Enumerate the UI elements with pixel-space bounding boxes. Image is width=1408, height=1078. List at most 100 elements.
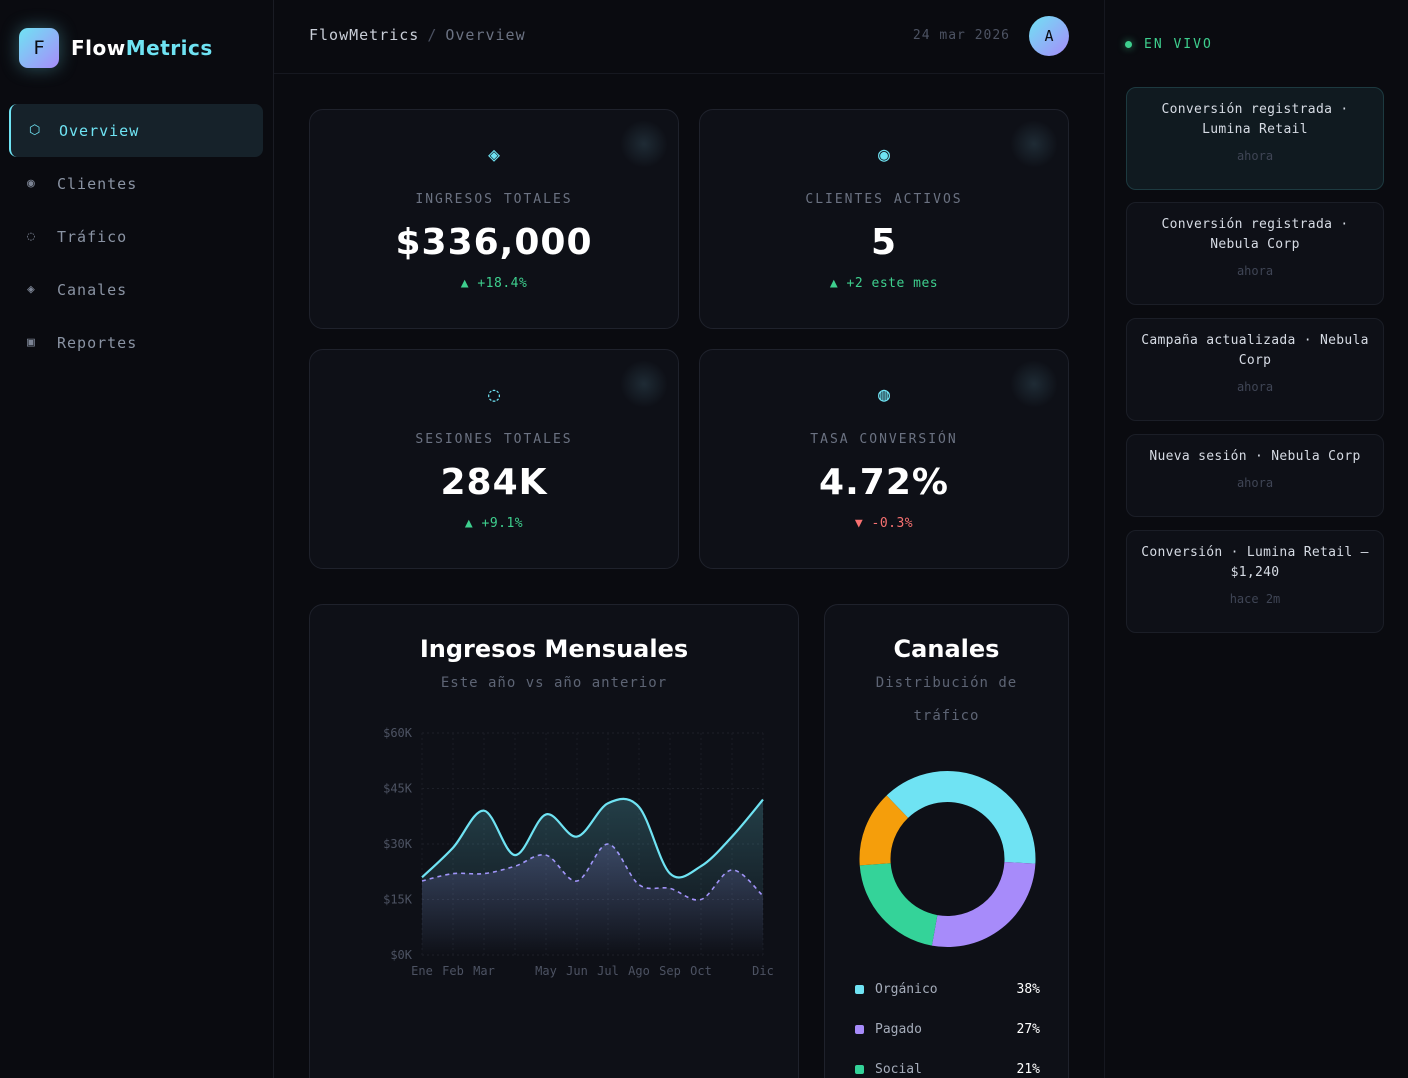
y-tick-label: $30K [383, 837, 413, 851]
logo-badge: F [19, 28, 59, 68]
x-tick-label: Mar [473, 964, 495, 978]
live-title: EN VIVO [1144, 37, 1213, 52]
donut-slice-otro [859, 795, 909, 866]
dotted-circle-icon: ◌ [487, 382, 501, 406]
event-time: ahora [1236, 149, 1274, 163]
breadcrumb-separator: / [427, 26, 438, 44]
x-tick-label: Oct [690, 964, 712, 978]
chart-subtitle: Distribución de tráfico [875, 675, 1018, 724]
kpi-label: CLIENTES ACTIVOS [805, 192, 963, 207]
revenue-chart-card: Ingresos Mensuales Este año vs año anter… [309, 604, 799, 1078]
target-icon: ◉ [877, 142, 891, 166]
legend-value: 27% [1016, 1022, 1040, 1037]
sidebar-item-label: Clientes [57, 174, 138, 193]
legend-swatch [855, 1065, 864, 1074]
user-avatar[interactable]: A [1029, 16, 1069, 56]
x-tick-label: Ago [628, 964, 650, 978]
revenue-area-chart[interactable]: $0K $15K $30K $45K $60K Ene Feb Mar May Jun Jul Ago… [310, 605, 799, 1078]
kpi-label: SESIONES TOTALES [415, 432, 573, 447]
legend-item-pagado: Pagado 27% [855, 1022, 1040, 1037]
x-tick-label: May [535, 964, 557, 978]
breadcrumb: FlowMetrics / Overview [309, 26, 526, 44]
event-time: ahora [1236, 380, 1274, 394]
breadcrumb-current: Overview [445, 26, 526, 44]
square-icon: ▣ [27, 335, 36, 350]
kpi-delta: ▲ +2 este mes [829, 276, 939, 291]
donut-slice-pagado [931, 862, 1036, 947]
feed-event[interactable]: Campaña actualizada · Nebula Corp ahora [1126, 318, 1384, 421]
kpi-card-conversion: ◍ TASA CONVERSIÓN 4.72% ▼ -0.3% [699, 349, 1069, 569]
y-tick-label: $60K [383, 726, 413, 740]
sidebar-item-clientes[interactable]: ◉ Clientes [9, 157, 263, 210]
channels-chart-card: Canales Distribución de tráfico Orgánico… [824, 604, 1069, 1078]
app-logo[interactable]: F FlowMetrics [19, 28, 213, 68]
event-time: ahora [1236, 476, 1274, 490]
chart-title: Ingresos Mensuales [419, 635, 689, 663]
x-tick-label: Jul [597, 964, 619, 978]
chart-title: Canales [893, 635, 1000, 663]
donut-slice-orgánico [886, 771, 1036, 864]
app-name: FlowMetrics [71, 36, 213, 60]
sidebar-item-canales[interactable]: ◈ Canales [9, 263, 263, 316]
x-tick-label: Jun [566, 964, 588, 978]
live-dot-icon [1125, 41, 1132, 48]
kpi-value: $336,000 [395, 222, 593, 263]
hexagon-icon: ⬡ [29, 123, 42, 138]
kpi-delta: ▲ +9.1% [464, 516, 524, 531]
event-text: Campaña actualizada · Nebula Corp [1141, 333, 1369, 368]
event-text: Conversión registrada · Lumina Retail [1161, 102, 1349, 137]
kpi-value: 4.72% [819, 462, 949, 503]
live-feed-panel: EN VIVO Conversión registrada · Lumina R… [1104, 0, 1408, 1078]
kpi-delta: ▲ +18.4% [460, 276, 528, 291]
diamond-icon: ◈ [27, 282, 36, 297]
event-text: Conversión · Lumina Retail — $1,240 [1141, 545, 1369, 580]
sidebar-item-label: Canales [57, 280, 128, 299]
diamond-icon: ◈ [487, 142, 501, 166]
x-tick-label: Sep [659, 964, 681, 978]
series-area [422, 798, 763, 955]
donut-slice-social [859, 863, 938, 946]
sidebar-item-reportes[interactable]: ▣ Reportes [9, 316, 263, 369]
legend-label: Social [875, 1062, 922, 1077]
legend-label: Orgánico [875, 982, 938, 997]
sidebar: F FlowMetrics ⬡ Overview ◉ Clientes ◌ Tr… [0, 0, 274, 1078]
event-text: Nueva sesión · Nebula Corp [1149, 449, 1361, 464]
sidebar-nav: ⬡ Overview ◉ Clientes ◌ Tráfico ◈ Canale… [9, 104, 263, 369]
sidebar-item-trafico[interactable]: ◌ Tráfico [9, 210, 263, 263]
x-tick-label: Ene [411, 964, 433, 978]
sidebar-item-label: Tráfico [57, 227, 128, 246]
feed-event[interactable]: Conversión · Lumina Retail — $1,240 hace… [1126, 530, 1384, 633]
top-bar: FlowMetrics / Overview 24 mar 2026 A [274, 0, 1104, 74]
sidebar-item-label: Reportes [57, 333, 138, 352]
x-tick-label: Feb [442, 964, 464, 978]
kpi-card-ingresos: ◈ INGRESOS TOTALES $336,000 ▲ +18.4% [309, 109, 679, 329]
y-tick-label: $45K [383, 782, 413, 796]
kpi-label: TASA CONVERSIÓN [810, 432, 958, 447]
feed-event[interactable]: Conversión registrada · Nebula Corp ahor… [1126, 202, 1384, 305]
chart-subtitle: Este año vs año anterior [440, 675, 668, 691]
kpi-card-clientes: ◉ CLIENTES ACTIVOS 5 ▲ +2 este mes [699, 109, 1069, 329]
x-tick-label: Dic [752, 964, 774, 978]
app-name-part1: Flow [71, 36, 126, 60]
legend-label: Pagado [875, 1022, 922, 1037]
sidebar-item-label: Overview [59, 121, 140, 140]
legend-value: 38% [1016, 982, 1040, 997]
dotted-circle-icon: ◌ [27, 229, 36, 244]
channels-donut-chart[interactable] [825, 605, 1069, 1078]
event-time: hace 2m [1229, 592, 1281, 606]
card-glow [1010, 360, 1058, 408]
legend-swatch [855, 985, 864, 994]
kpi-label: INGRESOS TOTALES [415, 192, 573, 207]
feed-event[interactable]: Conversión registrada · Lumina Retail ah… [1126, 87, 1384, 190]
app-name-part2: Metrics [125, 36, 213, 60]
event-text: Conversión registrada · Nebula Corp [1161, 217, 1349, 252]
kpi-delta: ▼ -0.3% [854, 516, 914, 531]
breadcrumb-root[interactable]: FlowMetrics [309, 26, 420, 44]
card-glow [620, 120, 668, 168]
card-glow [1010, 120, 1058, 168]
y-tick-label: $15K [383, 893, 413, 907]
sidebar-item-overview[interactable]: ⬡ Overview [9, 104, 263, 157]
kpi-value: 5 [870, 222, 898, 263]
feed-event[interactable]: Nueva sesión · Nebula Corp ahora [1126, 434, 1384, 517]
kpi-card-sesiones: ◌ SESIONES TOTALES 284K ▲ +9.1% [309, 349, 679, 569]
